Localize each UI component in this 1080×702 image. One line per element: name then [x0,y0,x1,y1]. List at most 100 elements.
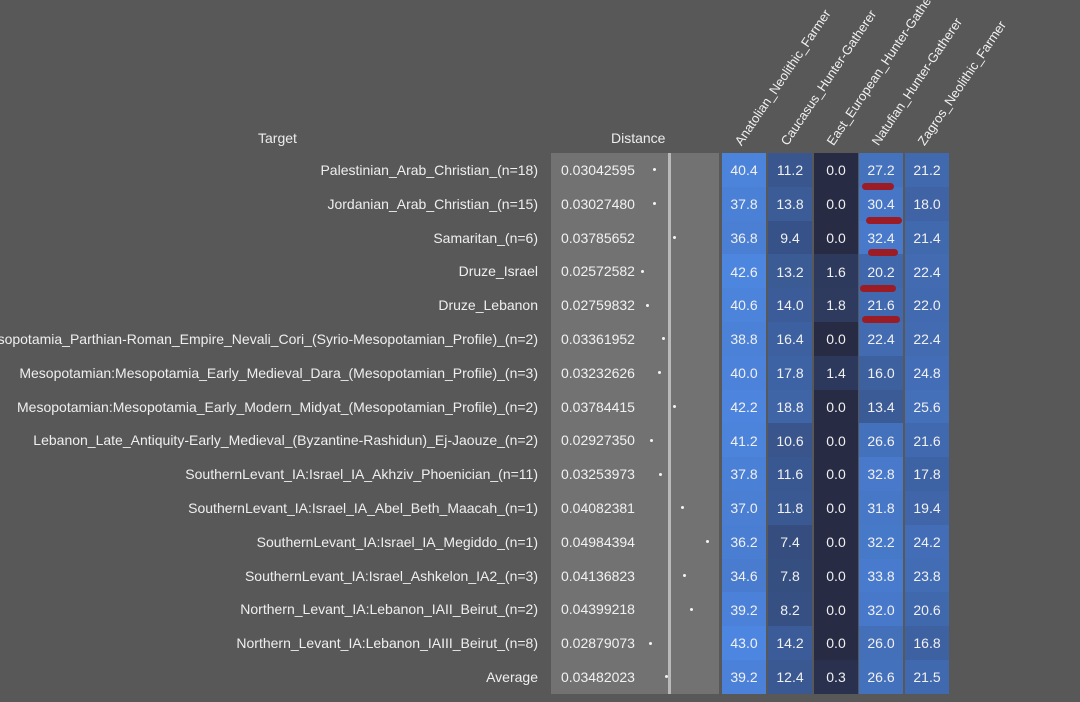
target-label: Palestinian_Arab_Christian_(n=18) [320,161,538,178]
target-label: Jordanian_Arab_Christian_(n=15) [327,195,538,212]
heatmap-cell: 27.2 [859,153,903,188]
distance-value: 0.03482023 [561,668,635,685]
heatmap-cell: 26.6 [859,660,903,695]
heatmap-cell: 40.0 [722,355,766,391]
distance-value: 0.03784415 [561,398,635,415]
heatmap-cell: 18.0 [905,186,949,222]
heatmap-cell: 25.6 [905,389,949,424]
heatmap-cell: 0.0 [814,389,858,424]
distance-value: 0.04399218 [561,601,635,618]
target-label: SouthernLevant_IA:Israel_Ashkelon_IA2_(n… [244,567,538,584]
target-label: Northern_Levant_IA:Lebanon_IAIII_Beirut_… [236,635,538,652]
heatmap-cell: 22.4 [905,254,949,289]
heatmap-cell: 33.8 [859,558,903,593]
heatmap-cell: 43.0 [722,626,766,661]
target-label: Mesopotamian:Mesopotamia_Early_Medieval_… [19,364,538,381]
distance-dot [653,168,657,172]
highlight-mark [868,249,898,256]
heatmap-cell: 0.0 [814,457,858,492]
heatmap-cell: 42.2 [722,389,766,424]
distance-dot [640,269,644,273]
distance-value: 0.03042595 [561,161,635,178]
target-label: SouthernLevant_IA:Israel_IA_Akhziv_Phoen… [185,466,538,483]
heatmap-cell: 22.4 [905,322,949,357]
distance-dot [665,675,669,679]
distance-value: 0.04136823 [561,567,635,584]
heatmap-cell: 21.2 [905,153,949,188]
distance-dot [652,202,656,206]
distance-dot [661,337,665,341]
heatmap-cell: 37.0 [722,491,766,526]
distance-value: 0.03232626 [561,364,635,381]
heatmap-cell: 20.2 [859,254,903,289]
heatmap-cell: 26.0 [859,626,903,661]
target-label: Mesopotamian:Mesopotamia_Early_Modern_Mi… [17,398,538,415]
heatmap-cell: 19.4 [905,491,949,526]
heatmap-cell: 8.2 [768,592,812,627]
heatmap-cell: 14.0 [768,288,812,323]
target-label: Northern_Levant_IA:Lebanon_IAII_Beirut_(… [240,601,538,618]
target-label: Lebanon_Late_Antiquity-Early_Medieval_(B… [33,432,538,449]
heatmap-cell: 14.2 [768,626,812,661]
heatmap-cell: 1.8 [814,288,858,323]
heatmap-cell: 23.8 [905,558,949,593]
heatmap-cell: 17.8 [905,457,949,492]
heatmap-cell: 39.2 [722,592,766,627]
distance-value: 0.02572582 [561,263,635,280]
heatmap-cell: 16.8 [905,626,949,661]
target-label: SouthernLevant_IA:Israel_IA_Abel_Beth_Ma… [188,499,538,516]
heatmap-cell: 1.4 [814,355,858,391]
distance-header: Distance [611,130,666,146]
heatmap-cell: 0.0 [814,220,858,255]
heatmap-cell: 0.0 [814,626,858,661]
distance-value: 0.02879073 [561,635,635,652]
heatmap-cell: 41.2 [722,423,766,458]
target-label: Druze_Israel [458,263,538,280]
heatmap-cell: 17.8 [768,355,812,391]
heatmap-cell: 16.4 [768,322,812,357]
heatmap-cell: 31.8 [859,491,903,526]
heatmap-cell: 22.4 [859,322,903,357]
heatmap-cell: 0.0 [814,524,858,560]
distance-dot [673,405,677,408]
heatmap-cell: 21.6 [905,423,949,458]
target-header: Target [258,130,297,146]
distance-value: 0.03361952 [561,330,635,347]
heatmap-cell: 37.8 [722,457,766,492]
target-label: Samaritan_(n=6) [433,229,538,246]
heatmap-cell: 21.5 [905,660,949,695]
heatmap-cell: 38.8 [722,322,766,357]
heatmap-cell: 0.0 [814,322,858,357]
heatmap-cell: 39.2 [722,660,766,695]
heatmap-cell: 42.6 [722,254,766,289]
distance-dot [673,236,677,239]
distance-dot [648,641,652,645]
heatmap-cell: 0.0 [814,592,858,627]
heatmap-cell: 30.4 [859,186,903,222]
heatmap-cell: 0.0 [814,491,858,526]
heatmap-cell: 16.0 [859,355,903,391]
distance-dot [645,303,649,307]
distance-dot [705,540,709,544]
highlight-mark [860,285,896,292]
heatmap-cell: 1.6 [814,254,858,289]
highlight-mark [866,217,902,224]
distance-value: 0.03027480 [561,195,635,212]
heatmap-cell: 37.8 [722,186,766,222]
distance-value: 0.04082381 [561,499,635,516]
target-label: SouthernLevant_IA:Israel_IA_Megiddo_(n=1… [256,533,538,550]
distance-value: 0.03253973 [561,466,635,483]
highlight-mark [862,183,894,190]
heatmap-cell: 34.6 [722,558,766,593]
heatmap-cell: 32.8 [859,457,903,492]
distance-value: 0.03785652 [561,229,635,246]
heatmap-cell: 20.6 [905,592,949,627]
heatmap-cell: 32.0 [859,592,903,627]
column-header: Zagros_Neolithic_Farmer [914,18,1010,149]
heatmap-cell: 13.4 [859,389,903,424]
distance-dot [658,371,662,375]
heatmap-cell: 11.2 [768,153,812,188]
heatmap-cell: 7.4 [768,524,812,560]
distance-dot [681,506,685,510]
